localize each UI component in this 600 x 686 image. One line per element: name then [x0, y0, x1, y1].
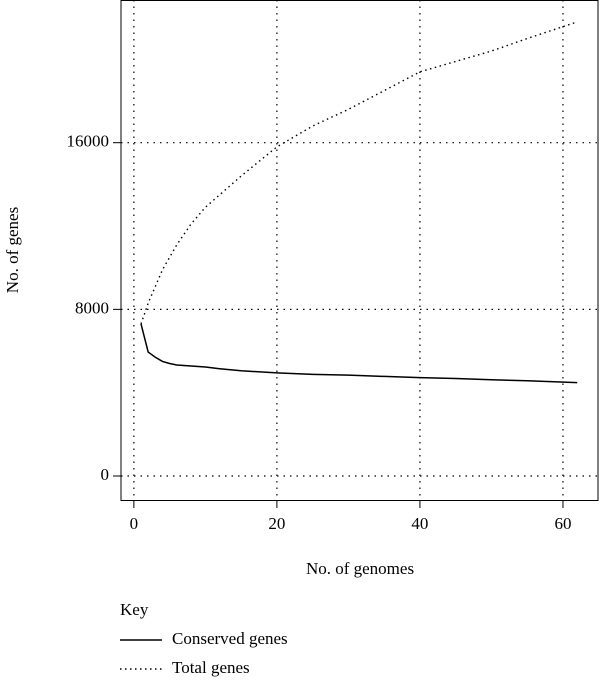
x-tick-label: 20 [268, 514, 285, 533]
x-tick-label: 60 [554, 514, 571, 533]
series-line [140, 21, 578, 325]
legend-label: Total genes [172, 658, 250, 677]
legend-label: Conserved genes [172, 629, 288, 648]
y-tick-label: 0 [101, 465, 110, 484]
legend-title: Key [120, 600, 149, 619]
x-tick-label: 40 [411, 514, 428, 533]
x-tick-label: 0 [130, 514, 139, 533]
series-line [140, 323, 578, 384]
y-tick-label: 8000 [75, 298, 109, 317]
y-tick-label: 16000 [67, 132, 110, 151]
plot-frame [120, 0, 599, 501]
y-axis-label: No. of genes [3, 207, 22, 293]
x-axis-label: No. of genomes [306, 559, 414, 578]
